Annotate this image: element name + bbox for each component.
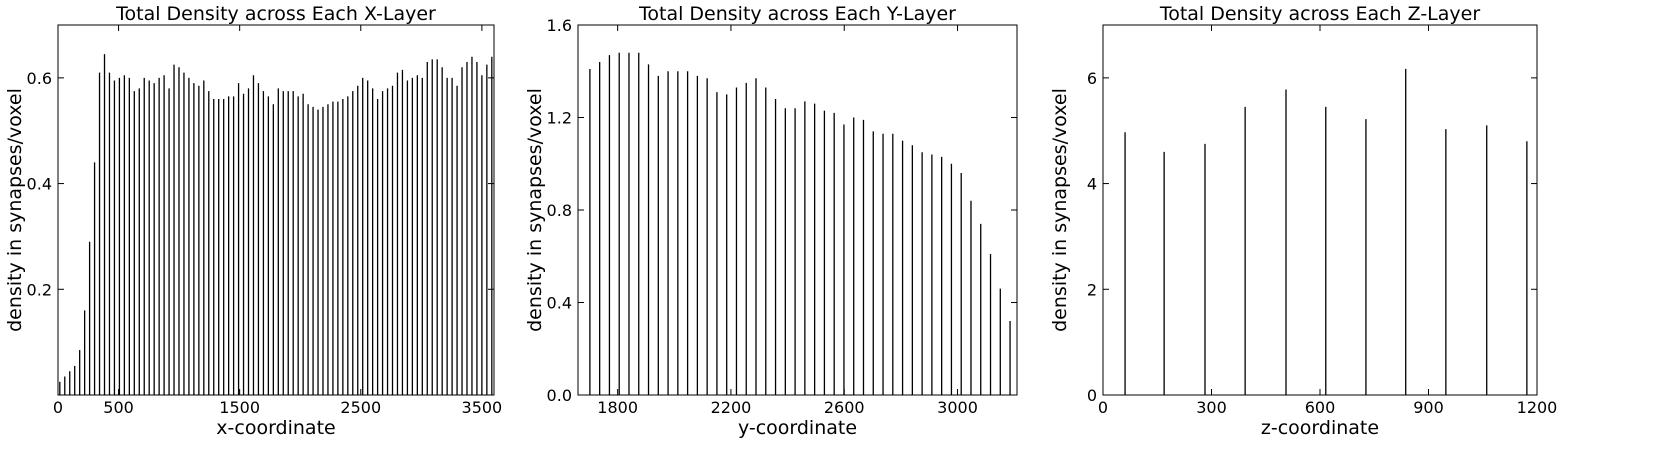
x-tick-label: 0 — [1098, 398, 1108, 417]
x-tick-label: 600 — [1305, 398, 1336, 417]
x-tick-label: 3500 — [462, 398, 503, 417]
chart-title: Total Density across Each X-Layer — [115, 3, 436, 25]
y-axis-label: density in synapses/voxel — [1049, 88, 1071, 332]
y-tick-label: 0 — [1087, 386, 1097, 405]
x-tick-label: 0 — [53, 398, 63, 417]
y-tick-label: 0.0 — [547, 386, 572, 405]
x-tick-label: 3000 — [937, 398, 978, 417]
plot-frame — [577, 24, 1018, 396]
y-tick-label: 0.4 — [547, 294, 572, 313]
y-tick-label: 0.6 — [27, 69, 52, 88]
x-tick-label: 2600 — [824, 398, 865, 417]
chart-title: Total Density across Each Y-Layer — [638, 3, 956, 25]
x-tick-label: 2500 — [340, 398, 381, 417]
y-axis-label: density in synapses/voxel — [524, 88, 546, 332]
y-tick-label: 0.8 — [547, 201, 572, 220]
x-axis-label: x-coordinate — [216, 417, 335, 439]
x-tick-label: 1800 — [597, 398, 638, 417]
x-tick-label: 900 — [1413, 398, 1444, 417]
y-tick-label: 1.6 — [547, 16, 572, 35]
x-tick-label: 2200 — [711, 398, 752, 417]
x-tick-label: 300 — [1196, 398, 1227, 417]
plot-frame — [1102, 24, 1538, 396]
x-axis-label: z-coordinate — [1261, 417, 1379, 439]
y-tick-label: 0.4 — [27, 175, 52, 194]
y-tick-label: 1.2 — [547, 109, 572, 128]
x-tick-label: 1500 — [219, 398, 260, 417]
y-tick-label: 6 — [1087, 69, 1097, 88]
plot-frame — [57, 24, 495, 396]
y-tick-label: 0.2 — [27, 280, 52, 299]
x-tick-label: 1200 — [1517, 398, 1558, 417]
chart-title: Total Density across Each Z-Layer — [1159, 3, 1481, 25]
y-tick-label: 4 — [1087, 175, 1097, 194]
x-tick-label: 500 — [103, 398, 134, 417]
y-axis-label: density in synapses/voxel — [4, 88, 26, 332]
x-axis-label: y-coordinate — [738, 417, 857, 439]
y-tick-label: 2 — [1087, 280, 1097, 299]
